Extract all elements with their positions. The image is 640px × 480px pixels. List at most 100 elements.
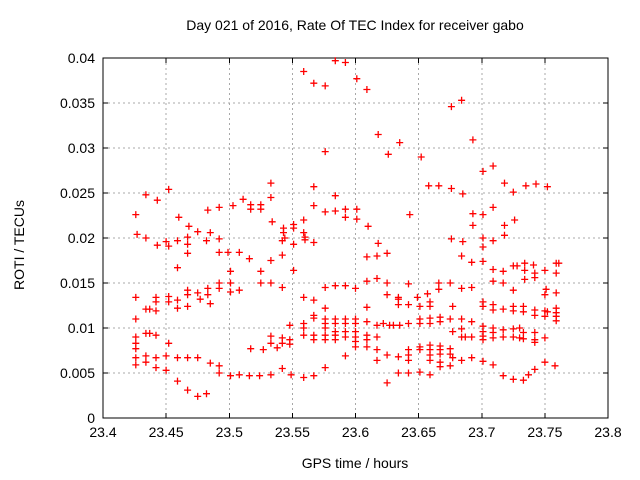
data-point bbox=[363, 277, 371, 285]
data-point bbox=[501, 231, 508, 239]
data-point bbox=[499, 305, 507, 313]
data-point bbox=[132, 354, 140, 362]
data-point bbox=[300, 374, 308, 381]
data-point bbox=[541, 334, 549, 342]
data-point bbox=[215, 203, 223, 211]
data-point bbox=[310, 239, 318, 246]
data-point bbox=[341, 205, 349, 213]
data-point bbox=[239, 195, 247, 203]
data-point bbox=[384, 150, 392, 158]
data-point bbox=[341, 282, 349, 290]
data-point bbox=[479, 211, 487, 219]
data-point bbox=[394, 369, 402, 377]
data-point bbox=[132, 293, 140, 301]
data-point bbox=[542, 285, 550, 293]
data-point bbox=[416, 320, 424, 327]
data-point bbox=[165, 185, 173, 193]
y-tick-label: 0.01 bbox=[68, 320, 95, 336]
data-point bbox=[394, 353, 402, 361]
data-point bbox=[174, 304, 181, 312]
data-point bbox=[245, 255, 253, 263]
data-points bbox=[132, 57, 563, 400]
data-point bbox=[267, 339, 275, 347]
data-point bbox=[519, 329, 527, 336]
data-point bbox=[132, 345, 140, 353]
x-tick-label: 23.75 bbox=[527, 424, 562, 440]
data-point bbox=[204, 206, 212, 214]
data-point bbox=[469, 136, 477, 144]
data-point bbox=[194, 289, 202, 297]
data-point bbox=[363, 318, 371, 326]
data-point bbox=[522, 182, 530, 190]
data-point bbox=[310, 202, 318, 210]
data-point bbox=[373, 333, 381, 341]
y-axis-label: ROTI / TECUs bbox=[11, 200, 27, 290]
data-point bbox=[521, 266, 529, 274]
data-point bbox=[247, 345, 255, 353]
data-point bbox=[267, 332, 275, 340]
data-point bbox=[174, 296, 181, 304]
data-point bbox=[203, 390, 210, 398]
data-point bbox=[321, 148, 329, 156]
data-point bbox=[363, 343, 371, 351]
data-point bbox=[552, 289, 560, 297]
data-point bbox=[331, 282, 339, 290]
data-point bbox=[396, 321, 404, 329]
data-point bbox=[215, 235, 223, 243]
data-point bbox=[541, 291, 549, 299]
data-point bbox=[551, 362, 559, 370]
data-point bbox=[165, 298, 173, 306]
data-point bbox=[184, 240, 192, 248]
data-point bbox=[215, 369, 223, 377]
data-point bbox=[449, 328, 457, 336]
data-point bbox=[152, 331, 160, 339]
data-point bbox=[280, 229, 287, 237]
data-point bbox=[458, 325, 466, 333]
data-point bbox=[435, 279, 443, 287]
data-point bbox=[516, 324, 524, 332]
data-point bbox=[206, 300, 214, 308]
data-point bbox=[531, 329, 539, 336]
data-point bbox=[227, 288, 234, 296]
y-tick-label: 0.015 bbox=[60, 275, 95, 291]
data-point bbox=[229, 202, 237, 210]
data-point bbox=[321, 304, 329, 312]
data-point bbox=[531, 274, 539, 282]
data-point bbox=[257, 279, 265, 287]
data-point bbox=[461, 333, 469, 341]
data-point bbox=[286, 340, 294, 348]
data-point bbox=[290, 266, 298, 274]
data-point bbox=[184, 386, 192, 394]
data-point bbox=[468, 258, 476, 266]
data-point bbox=[436, 363, 444, 371]
data-point bbox=[449, 302, 457, 310]
data-point bbox=[373, 252, 381, 260]
data-point bbox=[531, 365, 539, 373]
data-point bbox=[153, 196, 161, 204]
x-tick-label: 23.7 bbox=[468, 424, 495, 440]
data-point bbox=[287, 371, 295, 379]
data-point bbox=[424, 290, 431, 298]
data-point bbox=[509, 307, 517, 315]
data-point bbox=[446, 279, 454, 287]
data-point bbox=[525, 371, 532, 379]
data-point bbox=[446, 362, 454, 370]
y-tick-label: 0.035 bbox=[60, 95, 95, 111]
data-point bbox=[436, 318, 444, 326]
x-tick-label: 23.5 bbox=[216, 424, 243, 440]
data-point bbox=[436, 350, 444, 358]
data-point bbox=[379, 320, 387, 327]
data-point bbox=[446, 315, 454, 323]
data-point bbox=[300, 331, 308, 339]
data-point bbox=[555, 259, 563, 267]
data-point bbox=[142, 234, 150, 242]
data-point bbox=[341, 333, 349, 341]
data-point bbox=[300, 293, 308, 301]
data-point bbox=[215, 248, 223, 256]
data-point bbox=[310, 296, 318, 304]
data-point bbox=[235, 371, 243, 379]
data-point bbox=[479, 234, 487, 242]
data-point bbox=[416, 368, 424, 376]
data-point bbox=[310, 79, 318, 87]
